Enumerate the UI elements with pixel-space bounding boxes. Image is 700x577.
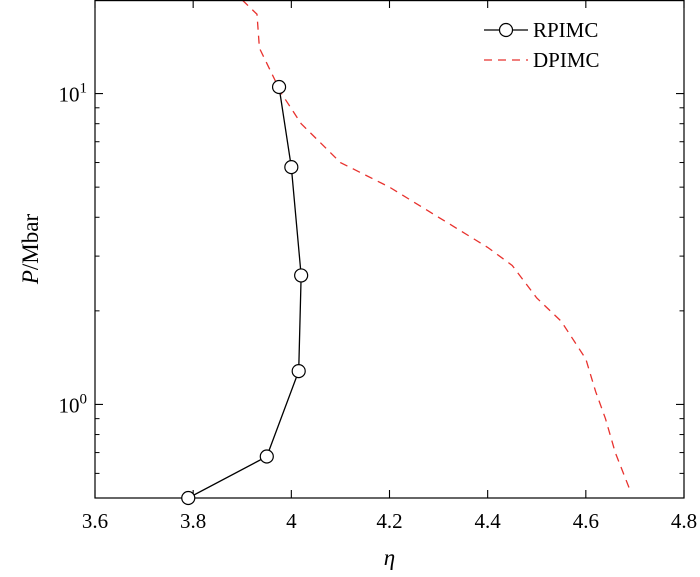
legend-label-rpimc: RPIMC (533, 18, 598, 42)
x-tick-label: 4.2 (376, 509, 402, 533)
legend: RPIMC DPIMC (484, 18, 600, 72)
labels-layer: 3.6 3.8 4 4.2 4.4 4.6 4.8 100 101 η P/Mbar (18, 81, 697, 570)
series-line-rpimc (187, 86, 302, 498)
x-tick-label: 3.6 (82, 509, 108, 533)
x-tick-label: 3.8 (180, 509, 206, 533)
x-tick-label: 4.8 (671, 509, 697, 533)
x-axis-label: η (384, 545, 395, 570)
y-axis-label: P/Mbar (18, 214, 43, 286)
data-point-rpimc-2 (291, 363, 306, 379)
ticks-layer (94, 0, 685, 499)
x-tick-label: 4.4 (475, 509, 502, 533)
data-point-rpimc-3 (294, 268, 309, 283)
data-point-rpimc-1 (259, 449, 274, 464)
plot-frame (94, 0, 685, 499)
x-tick-label: 4.6 (573, 509, 599, 533)
x-tick-label: 4 (286, 509, 297, 533)
data-point-rpimc-0 (181, 490, 196, 506)
y-tick-label: 101 (59, 81, 88, 107)
legend-label-dpimc: DPIMC (533, 48, 600, 72)
series-line-dpimc (241, 0, 631, 491)
data-point-rpimc-4 (284, 160, 299, 175)
legend-marker-rpimc (498, 22, 514, 38)
series-layer (187, 0, 631, 498)
y-tick-label: 100 (59, 391, 88, 417)
data-point-rpimc-5 (271, 79, 287, 95)
